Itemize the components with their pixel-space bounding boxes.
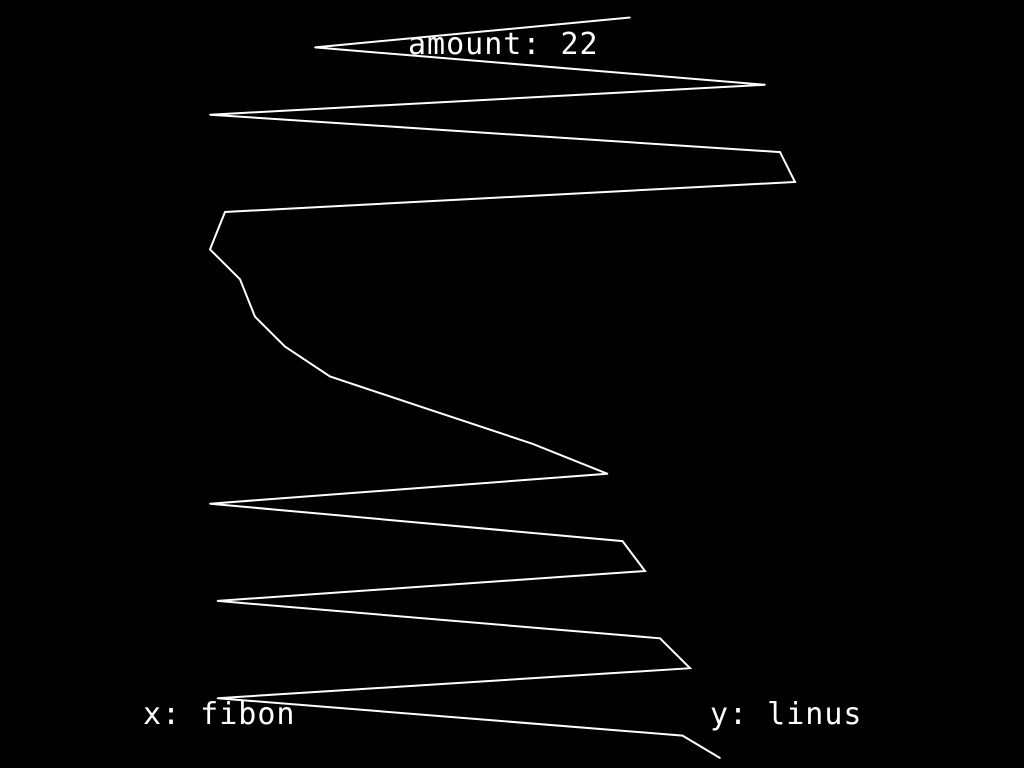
data-point: [681, 734, 684, 737]
data-point: [224, 211, 226, 213]
data-point: [629, 16, 631, 19]
data-point: [284, 345, 286, 348]
y-axis-label: y: linus: [710, 697, 863, 732]
data-point: [719, 757, 721, 759]
series-line: [208, 16, 797, 759]
x-axis-label: x: fibon: [143, 697, 296, 732]
data-point: [644, 570, 646, 572]
data-point: [216, 600, 219, 602]
data-point: [209, 248, 211, 251]
data-point: [209, 502, 211, 505]
data-point: [794, 181, 796, 183]
data-point: [419, 405, 421, 408]
data-point: [779, 151, 781, 153]
data-point: [239, 278, 241, 281]
data-point: [764, 84, 766, 86]
data-point: [659, 637, 661, 640]
amount-title: amount: 22: [408, 27, 599, 62]
data-point: [621, 540, 624, 542]
data-point: [606, 473, 609, 475]
data-point: [531, 443, 534, 445]
data-point: [216, 697, 219, 699]
data-point: [209, 113, 211, 116]
data-point: [329, 375, 331, 378]
data-point: [689, 667, 691, 669]
data-point: [254, 315, 256, 318]
data-points: [209, 16, 796, 759]
data-point: [314, 46, 316, 49]
